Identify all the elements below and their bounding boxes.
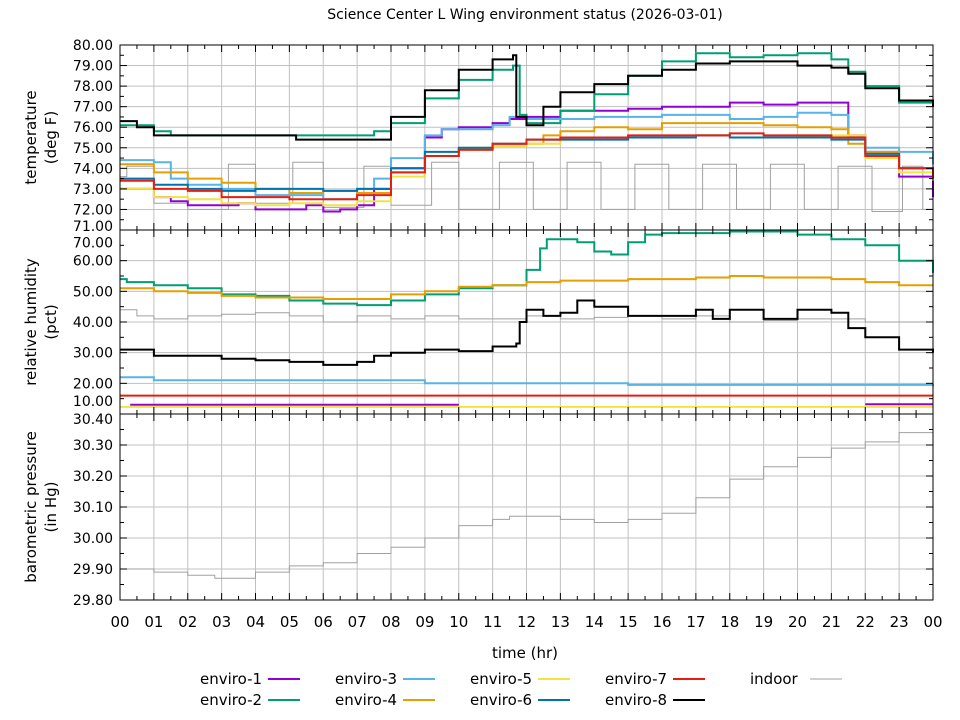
series-line-enviro-4 (120, 275, 933, 300)
y-axis-label: temperature (22, 90, 40, 184)
legend-label: enviro-8 (605, 691, 667, 709)
x-tick-label: 00 (923, 613, 942, 631)
series-line-enviro-7 (120, 132, 934, 201)
x-tick-label: 17 (686, 613, 705, 631)
x-tick-label: 11 (483, 613, 502, 631)
y-tick-label: 80.00 (73, 38, 113, 54)
y-tick-label: 78.00 (73, 79, 113, 95)
series-line-indoor (120, 423, 934, 579)
x-tick-label: 01 (144, 613, 163, 631)
y-tick-label: 74.00 (73, 161, 113, 177)
x-tick-label: 21 (822, 613, 841, 631)
y-axis-label: relative humidity (22, 258, 40, 386)
legend-label: enviro-1 (200, 670, 262, 688)
y-tick-label: 72.00 (73, 202, 113, 218)
y-tick-label: 50.00 (73, 284, 113, 300)
y-tick-label: 30.10 (73, 500, 113, 516)
y-tick-label: 30.00 (73, 531, 113, 547)
legend-label: enviro-5 (470, 670, 532, 688)
x-tick-label: 09 (415, 613, 434, 631)
series-line-enviro-8 (120, 299, 934, 366)
x-tick-label: 04 (246, 613, 265, 631)
legend-label: enviro-3 (335, 670, 397, 688)
series-line-indoor (120, 161, 934, 212)
chart-title: Science Center L Wing environment status… (327, 7, 723, 23)
x-tick-label: 06 (314, 613, 333, 631)
legend-item-indoor: indoor (750, 670, 842, 688)
x-tick-label: 08 (381, 613, 400, 631)
y-axis-label: barometric pressure (22, 431, 40, 583)
x-tick-label: 05 (280, 613, 299, 631)
y-tick-label: 60.00 (73, 254, 113, 270)
y-tick-label: 20.00 (73, 376, 113, 392)
x-tick-label: 00 (110, 613, 129, 631)
y-axis-label: (pct) (42, 304, 60, 339)
y-tick-label: 70.00 (73, 236, 113, 252)
panel-border (119, 413, 934, 601)
x-tick-label: 18 (720, 613, 739, 631)
legend-label: enviro-6 (470, 691, 532, 709)
legend-label: enviro-7 (605, 670, 667, 688)
x-tick-label: 07 (348, 613, 367, 631)
x-tick-label: 10 (449, 613, 468, 631)
legend-item-enviro-1: enviro-1 (200, 670, 300, 688)
x-tick-label: 12 (517, 613, 536, 631)
y-tick-label: 30.40 (73, 412, 113, 428)
series-line-enviro-3 (120, 111, 934, 201)
legend-item-enviro-7: enviro-7 (605, 670, 705, 688)
legend-item-enviro-8: enviro-8 (605, 691, 705, 709)
series-line-enviro-2 (120, 52, 934, 137)
legend-label: enviro-4 (335, 691, 397, 709)
x-tick-label: 23 (890, 613, 909, 631)
x-tick-label: 15 (619, 613, 638, 631)
series-line-enviro-8 (120, 54, 934, 141)
x-tick-label: 22 (856, 613, 875, 631)
x-axis-label: time (hr) (492, 644, 558, 662)
legend-item-enviro-5: enviro-5 (470, 670, 570, 688)
x-tick-label: 14 (585, 613, 604, 631)
y-tick-label: 40.00 (73, 315, 113, 331)
x-tick-label: 20 (788, 613, 807, 631)
x-tick-label: 16 (652, 613, 671, 631)
x-tick-label: 19 (754, 613, 773, 631)
y-tick-label: 10.00 (73, 394, 113, 410)
y-tick-label: 73.00 (73, 182, 113, 198)
series-line-indoor (120, 309, 933, 323)
y-tick-label: 77.00 (73, 100, 113, 116)
legend-item-enviro-2: enviro-2 (200, 691, 300, 709)
legend-item-enviro-3: enviro-3 (335, 670, 435, 688)
legend-label: indoor (750, 670, 799, 688)
y-tick-label: 30.20 (73, 469, 113, 485)
x-tick-label: 03 (212, 613, 231, 631)
legend-item-enviro-4: enviro-4 (335, 691, 435, 709)
legend-label: enviro-2 (200, 691, 262, 709)
x-tick-label: 13 (551, 613, 570, 631)
y-tick-label: 79.00 (73, 59, 113, 75)
y-tick-label: 75.00 (73, 141, 113, 157)
y-tick-label: 71.00 (73, 219, 113, 235)
y-tick-label: 29.90 (73, 562, 113, 578)
y-tick-label: 76.00 (73, 120, 113, 136)
y-tick-label: 30.30 (73, 438, 113, 454)
y-tick-label: 29.80 (73, 593, 113, 609)
series-line-enviro-3 (120, 376, 934, 387)
x-tick-label: 02 (178, 613, 197, 631)
y-tick-label: 30.00 (73, 346, 113, 362)
legend-item-enviro-6: enviro-6 (470, 691, 570, 709)
y-axis-label: (deg F) (42, 111, 60, 164)
y-axis-label: (in Hg) (42, 482, 60, 533)
